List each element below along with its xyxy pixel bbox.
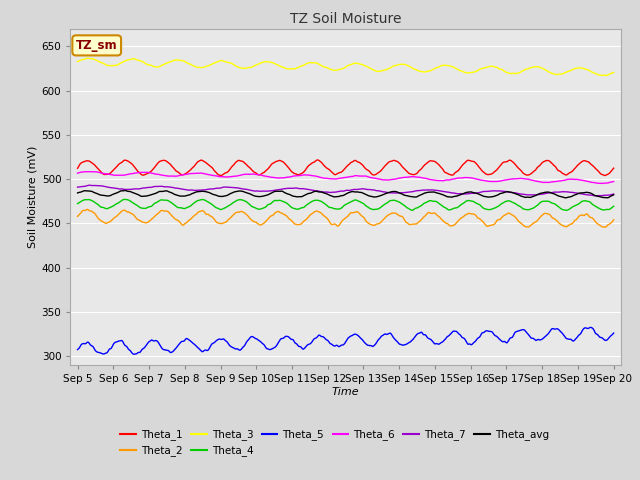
- Theta_7: [138, 186, 145, 192]
- Theta_1: [137, 171, 145, 177]
- Line: Theta_3: Theta_3: [77, 58, 614, 75]
- Line: Theta_1: Theta_1: [77, 160, 614, 176]
- Theta_2: [323, 215, 330, 220]
- Theta_1: [115, 161, 123, 167]
- Theta_2: [312, 208, 320, 214]
- Theta_6: [301, 172, 309, 178]
- Theta_3: [312, 60, 320, 66]
- Theta_avg: [379, 192, 387, 198]
- Theta_2: [116, 211, 124, 216]
- Theta_4: [120, 197, 128, 203]
- Theta_1: [380, 165, 387, 170]
- X-axis label: Time: Time: [332, 386, 360, 396]
- Line: Theta_7: Theta_7: [77, 185, 614, 196]
- Theta_4: [323, 202, 330, 208]
- Theta_3: [84, 55, 92, 61]
- Theta_avg: [74, 190, 81, 196]
- Line: Theta_2: Theta_2: [77, 209, 614, 228]
- Theta_4: [115, 200, 123, 205]
- Theta_3: [116, 61, 124, 67]
- Theta_7: [379, 189, 387, 194]
- Theta_avg: [312, 188, 320, 194]
- Theta_5: [312, 335, 320, 341]
- Theta_5: [379, 333, 387, 338]
- Theta_1: [74, 166, 81, 171]
- Legend: Theta_1, Theta_2, Theta_3, Theta_4, Theta_5, Theta_6, Theta_7, Theta_avg: Theta_1, Theta_2, Theta_3, Theta_4, Thet…: [116, 425, 553, 460]
- Theta_1: [312, 157, 320, 163]
- Theta_7: [597, 193, 605, 199]
- Theta_4: [379, 203, 387, 208]
- Line: Theta_4: Theta_4: [77, 200, 614, 210]
- Theta_5: [138, 348, 145, 354]
- Theta_6: [323, 176, 330, 181]
- Theta_6: [86, 168, 93, 174]
- Theta_4: [563, 207, 570, 213]
- Theta_7: [323, 189, 330, 195]
- Theta_3: [602, 72, 610, 78]
- Theta_7: [74, 184, 81, 190]
- Theta_7: [301, 186, 309, 192]
- Theta_3: [138, 58, 145, 64]
- Theta_3: [301, 61, 309, 67]
- Theta_5: [74, 347, 81, 352]
- Theta_1: [301, 167, 309, 173]
- Theta_1: [217, 173, 225, 179]
- Line: Theta_avg: Theta_avg: [77, 191, 614, 198]
- Theta_1: [314, 157, 321, 163]
- Theta_4: [312, 197, 320, 203]
- Theta_1: [323, 165, 330, 171]
- Theta_6: [379, 177, 387, 183]
- Theta_6: [598, 180, 605, 186]
- Theta_4: [138, 205, 145, 211]
- Theta_2: [74, 214, 81, 219]
- Theta_2: [379, 217, 387, 223]
- Theta_avg: [115, 189, 123, 195]
- Text: TZ_sm: TZ_sm: [76, 39, 118, 52]
- Theta_4: [301, 203, 309, 209]
- Theta_avg: [138, 193, 145, 199]
- Theta_1: [610, 165, 618, 171]
- Theta_2: [601, 225, 609, 230]
- Line: Theta_6: Theta_6: [77, 171, 614, 183]
- Theta_2: [138, 218, 145, 224]
- Line: Theta_5: Theta_5: [77, 327, 614, 354]
- Theta_avg: [301, 192, 309, 198]
- Theta_avg: [323, 191, 330, 196]
- Theta_3: [74, 59, 81, 64]
- Theta_2: [301, 217, 309, 223]
- Theta_6: [312, 173, 320, 179]
- Theta_5: [587, 324, 595, 330]
- Theta_6: [138, 169, 145, 175]
- Theta_3: [323, 64, 330, 70]
- Theta_5: [115, 338, 123, 344]
- Theta_4: [610, 204, 618, 209]
- Theta_5: [323, 336, 330, 342]
- Theta_6: [116, 172, 124, 178]
- Theta_5: [610, 330, 618, 336]
- Theta_7: [116, 186, 124, 192]
- Theta_avg: [610, 192, 618, 198]
- Theta_7: [312, 188, 320, 194]
- Theta_7: [610, 191, 618, 197]
- Theta_3: [610, 70, 618, 75]
- Theta_3: [379, 68, 387, 73]
- Y-axis label: Soil Moisture (mV): Soil Moisture (mV): [28, 145, 38, 248]
- Theta_avg: [561, 195, 569, 201]
- Theta_6: [74, 170, 81, 176]
- Title: TZ Soil Moisture: TZ Soil Moisture: [290, 12, 401, 26]
- Theta_avg: [121, 188, 129, 193]
- Theta_5: [301, 344, 309, 350]
- Theta_6: [610, 179, 618, 184]
- Theta_5: [130, 351, 138, 357]
- Theta_2: [610, 217, 618, 223]
- Theta_2: [83, 206, 91, 212]
- Theta_4: [74, 201, 81, 206]
- Theta_7: [86, 182, 93, 188]
